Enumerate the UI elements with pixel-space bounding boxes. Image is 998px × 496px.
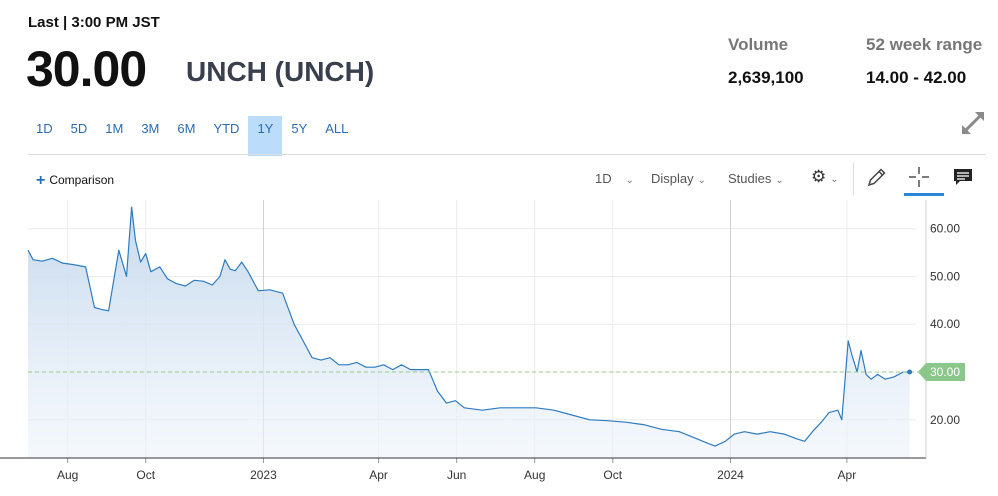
- y-tick-label: 20.00: [930, 413, 960, 427]
- pencil-icon[interactable]: [866, 166, 888, 188]
- y-tick-label: 60.00: [930, 222, 960, 236]
- chevron-down-icon: ⌄: [830, 174, 839, 185]
- series-line: [27, 206, 910, 447]
- last-value-badge: [918, 363, 965, 381]
- tool-separator: [853, 163, 854, 195]
- range-selector: 1D 5D 1M 3M 6M YTD 1Y 5Y ALL: [28, 116, 357, 156]
- x-tick-label: 2023: [250, 468, 277, 482]
- x-tick-label: Oct: [603, 468, 622, 482]
- active-tool-indicator: [904, 193, 944, 196]
- range-button-5d[interactable]: 5D: [70, 121, 88, 136]
- display-dropdown[interactable]: Display ⌄: [651, 171, 706, 186]
- range-label: 52 week range: [866, 35, 983, 54]
- y-tick-label: 40.00: [930, 317, 960, 331]
- x-tick-label: Apr: [369, 468, 388, 482]
- comparison-label: Comparison: [49, 173, 115, 187]
- interval-label: 1D: [595, 171, 612, 186]
- last-price: 30.00: [26, 41, 147, 97]
- chevron-down-icon: ⌄: [625, 175, 635, 186]
- last-point-marker: [907, 369, 913, 375]
- volume-label: Volume: [728, 35, 789, 54]
- studies-label: Studies: [728, 171, 772, 186]
- expand-icon[interactable]: [958, 108, 988, 138]
- symbol-name: UNCH (UNCH): [186, 56, 375, 87]
- interval-dropdown[interactable]: 1D ⌄: [595, 171, 634, 186]
- settings-dropdown[interactable]: ⚙ ⌄: [811, 167, 839, 187]
- range-button-1y[interactable]: 1Y: [248, 116, 283, 156]
- last-value-label: 30.00: [930, 365, 960, 379]
- plus-icon: +: [36, 172, 46, 189]
- x-tick-label: 2024: [717, 468, 744, 482]
- chevron-down-icon: ⌄: [775, 175, 784, 186]
- crosshair-icon[interactable]: [908, 166, 930, 188]
- x-tick-label: Oct: [136, 468, 155, 482]
- range-button-1d[interactable]: 1D: [36, 121, 53, 136]
- range-button-3m[interactable]: 3M: [141, 121, 160, 136]
- x-tick-label: Aug: [57, 468, 78, 482]
- toolbar-divider: [28, 154, 986, 155]
- x-tick-label: Apr: [838, 468, 857, 482]
- x-tick-label: Aug: [524, 468, 545, 482]
- range-button-6m[interactable]: 6M: [177, 121, 196, 136]
- studies-dropdown[interactable]: Studies ⌄: [728, 171, 784, 186]
- range-button-5y[interactable]: 5Y: [291, 121, 308, 136]
- range-value: 14.00 - 42.00: [866, 68, 967, 87]
- chevron-down-icon: ⌄: [697, 175, 707, 186]
- series-area: [28, 207, 910, 458]
- range-button-1m[interactable]: 1M: [105, 121, 124, 136]
- range-button-all[interactable]: ALL: [325, 121, 349, 136]
- range-button-ytd[interactable]: YTD: [213, 121, 240, 136]
- gear-icon: ⚙: [811, 167, 827, 186]
- comment-icon[interactable]: [952, 167, 974, 187]
- last-trade-label: Last | 3:00 PM JST: [28, 14, 160, 31]
- comparison-button[interactable]: + Comparison: [36, 172, 114, 190]
- y-tick-label: 50.00: [930, 269, 960, 283]
- display-label: Display: [651, 171, 694, 186]
- volume-value: 2,639,100: [728, 68, 804, 87]
- x-tick-label: Jun: [447, 468, 466, 482]
